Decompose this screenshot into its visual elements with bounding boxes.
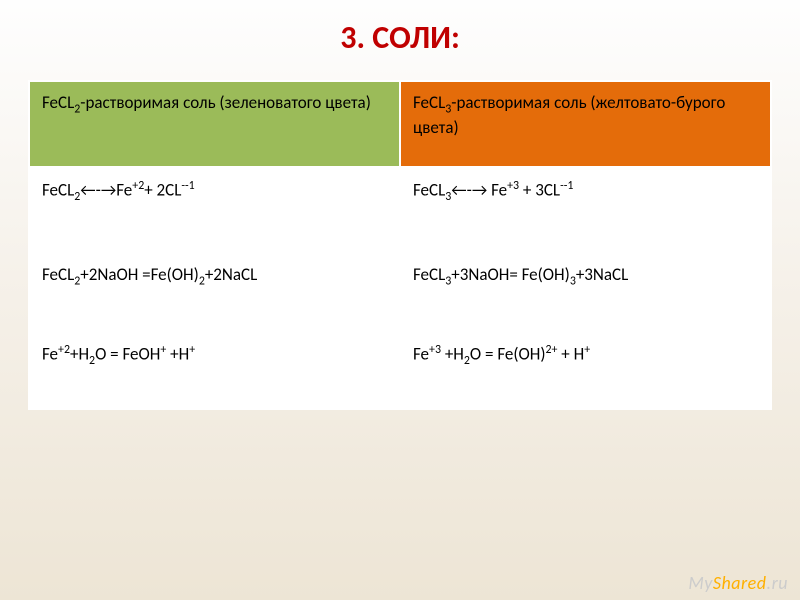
salts-table: FeCL2-растворимая соль (зеленоватого цве… (28, 80, 772, 410)
cell-hydrolysis-right: Fe+3 +H2O = Fe(OH)2+ + H+ (400, 331, 771, 409)
salts-table-container: FeCL2-растворимая соль (зеленоватого цве… (28, 80, 772, 410)
slide-title: 3. СОЛИ: (0, 18, 800, 57)
cell-dissociation-right: FeCL3←-→ Fe+3 + 3CL--1 (400, 167, 771, 253)
watermark: MyShared.ru (688, 572, 788, 594)
watermark-accent: Shared (713, 572, 767, 594)
table-row: FeCL2←-→Fe+2+ 2CL--1 FeCL3←-→ Fe+3 + 3CL… (29, 167, 771, 253)
watermark-prefix: My (688, 572, 712, 594)
header-cell-left: FeCL2-растворимая соль (зеленоватого цве… (29, 81, 400, 167)
table-row: Fe+2+H2O = FeOH+ +H+ Fe+3 +H2O = Fe(OH)2… (29, 331, 771, 409)
table-row: FeCL2+2NaOH =Fe(OH)2+2NaCL FeCL3+3NaOH= … (29, 253, 771, 331)
cell-naoh-right: FeCL3+3NaOH= Fe(OH)3+3NaCL (400, 253, 771, 331)
cell-naoh-left: FeCL2+2NaOH =Fe(OH)2+2NaCL (29, 253, 400, 331)
cell-hydrolysis-left: Fe+2+H2O = FeOH+ +H+ (29, 331, 400, 409)
watermark-suffix: .ru (767, 572, 788, 594)
header-cell-right: FeCL3-растворимая соль (желтовато-бурого… (400, 81, 771, 167)
table-row: FeCL2-растворимая соль (зеленоватого цве… (29, 81, 771, 167)
cell-dissociation-left: FeCL2←-→Fe+2+ 2CL--1 (29, 167, 400, 253)
